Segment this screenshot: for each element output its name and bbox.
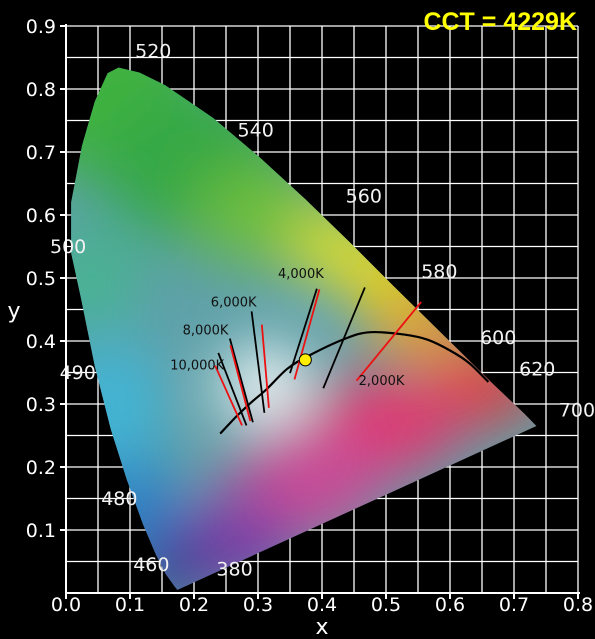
y-tick-label: 0.4: [26, 331, 56, 353]
y-axis-label: y: [7, 299, 20, 324]
isotherm-label: 4,000K: [278, 267, 324, 282]
chart-title: CCT = 4229K: [423, 8, 577, 36]
isotherm-label: 8,000K: [183, 324, 229, 339]
planckian-locus: [219, 330, 490, 435]
wavelength-label: 620: [519, 359, 555, 381]
color-blob: [373, 296, 476, 360]
isotherm-tolerance-line: [355, 301, 422, 382]
wavelength-label: 540: [238, 119, 274, 141]
wavelength-label: 460: [133, 554, 169, 576]
color-blob: [194, 164, 322, 266]
x-tick-label: 0.0: [51, 594, 81, 616]
y-tick-label: 0.7: [26, 142, 56, 164]
x-tick-label: 0.5: [371, 594, 401, 616]
wavelength-label: 380: [216, 558, 252, 580]
y-tick-label: 0.8: [26, 79, 56, 101]
isotherms: 10,000K 8,000K 6,000K 4,000K 2,000K: [170, 267, 422, 426]
x-tick-label: 0.2: [179, 594, 209, 616]
wavelength-label: 560: [346, 185, 382, 207]
y-tick-label: 0.2: [26, 457, 56, 479]
x-axis-label: x: [315, 615, 328, 639]
isotherm-tolerance-line: [214, 365, 243, 426]
color-blob: [219, 347, 310, 423]
y-tick-label: 0.3: [26, 394, 56, 416]
axes: 0.0 0.1 0.2 0.3 0.4 0.5 0.6 0.7 0.8 0.1 0.2 0.3 0.4 0…: [26, 16, 593, 616]
x-tick-label: 0.3: [243, 594, 273, 616]
isotherm-label: 10,000K: [170, 358, 224, 373]
wavelength-label: 700: [559, 400, 595, 422]
wavelength-label: 500: [50, 236, 86, 258]
isotherm-line: [217, 352, 248, 426]
y-tick-label: 0.1: [26, 520, 56, 542]
isotherm-line: [289, 288, 318, 374]
x-tick-label: 0.4: [307, 594, 337, 616]
isotherm-line: [250, 311, 266, 413]
wavelength-label: 490: [60, 362, 96, 384]
isotherm-tolerance-line: [260, 324, 270, 408]
isotherm-label: 6,000K: [211, 295, 257, 310]
wavelength-label: 580: [421, 261, 457, 283]
y-tick-label: 0.5: [26, 268, 56, 290]
wavelength-label: 520: [135, 41, 171, 63]
cct-point: [298, 353, 312, 367]
wavelength-label: 600: [480, 327, 516, 349]
y-tick-label: 0.6: [26, 205, 56, 227]
color-blob: [71, 227, 137, 329]
isotherm-label: 2,000K: [359, 374, 405, 389]
x-tick-label: 0.6: [435, 594, 465, 616]
isotherm-tolerance-line: [229, 345, 252, 422]
chromaticity-gamut: [71, 67, 537, 590]
x-tick-label: 0.7: [499, 594, 529, 616]
x-tick-label: 0.8: [563, 594, 593, 616]
x-tick-label: 0.1: [115, 594, 145, 616]
isotherm-tolerance-line: [293, 289, 321, 380]
wavelength-label: 480: [101, 488, 137, 510]
y-tick-label: 0.9: [26, 16, 56, 38]
isotherm-line: [322, 287, 366, 389]
isotherm-line: [228, 338, 254, 423]
